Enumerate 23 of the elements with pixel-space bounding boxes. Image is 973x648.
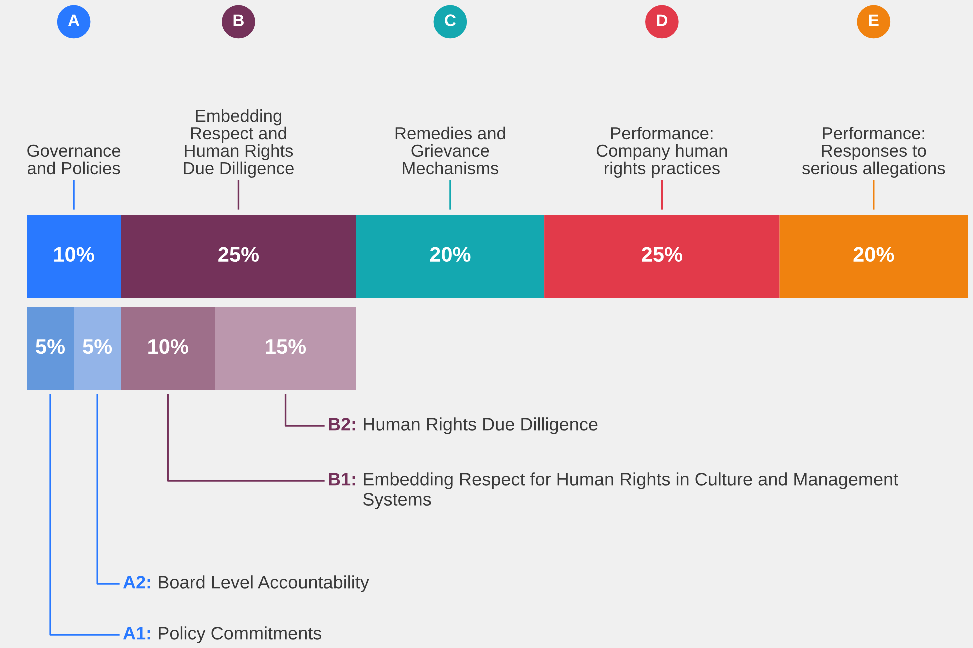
data-label: 15% (266, 339, 306, 354)
data-label: 10% (148, 339, 188, 354)
text: D (657, 14, 668, 26)
text: C (445, 14, 456, 26)
series-label: B2: Human Rights Due Dilligence (329, 418, 598, 434)
data-label: 25% (218, 247, 260, 262)
text: A1: Policy Commitments (123, 626, 322, 644)
text: A2: Board Level Accountability (123, 576, 370, 592)
data-label: 20% (430, 247, 471, 262)
data-label: 5% (83, 339, 112, 354)
data-label: 10% (54, 247, 94, 262)
text: Governance and Policies (28, 144, 121, 175)
text: E (869, 14, 879, 26)
text: Performance: Responses to serious allegations (802, 126, 946, 178)
data-label: 5% (36, 339, 66, 354)
text: A (68, 14, 80, 26)
data-label: 25% (642, 247, 682, 262)
text: Embedding Respect and Human Rights Due Dilligence (184, 109, 294, 178)
text: Performance: Company human rights practices (596, 126, 728, 178)
text: B1: Embedding Respect for Human Rights in Culture and Management Systems (329, 472, 898, 510)
data-label: 20% (854, 247, 894, 262)
text: B (234, 14, 244, 26)
text: Remedies and Grievance Mechanisms (396, 126, 506, 175)
